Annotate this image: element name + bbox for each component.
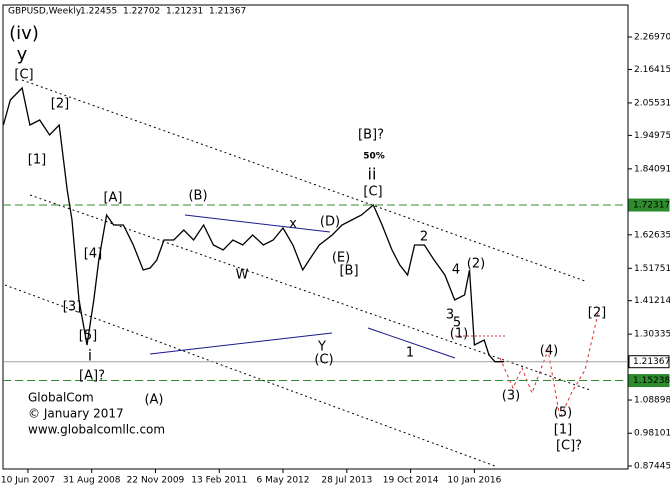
- channel-line: [29, 194, 591, 391]
- y-tick-label: 1.41214: [634, 296, 670, 306]
- wave-label: [4]: [84, 247, 102, 262]
- y-tick-label: 1.94975: [634, 131, 670, 141]
- wave-label: [1]: [554, 423, 572, 438]
- x-tick-label: 10 Jan 2016: [447, 476, 501, 486]
- wave-label: Y: [317, 340, 326, 355]
- wave-label: 4: [452, 263, 460, 278]
- wave-label: (iv): [9, 23, 39, 44]
- x-tick-label: 13 Feb 2011: [191, 476, 247, 486]
- x-tick-label: 10 Jun 2007: [1, 476, 55, 486]
- x-tick-label: 6 May 2012: [257, 476, 310, 486]
- x-tick-label: 31 Aug 2008: [63, 476, 121, 486]
- wave-label: [5]: [79, 329, 97, 344]
- channel-lines: [4, 79, 591, 467]
- wave-label: (A): [144, 393, 163, 408]
- wave-label: (1): [450, 327, 468, 342]
- price-line: [2, 86, 504, 363]
- watermark-text: © January 2017: [28, 407, 124, 421]
- wave-label: (D): [320, 215, 340, 230]
- trend-line: [367, 327, 456, 359]
- ohlc-value: 1.22702: [123, 7, 160, 17]
- wave-label: (3): [502, 389, 520, 404]
- symbol-title: GBPUSD,Weekly: [8, 7, 82, 17]
- wave-label: [C]: [14, 68, 33, 83]
- forecast-path: [499, 304, 601, 420]
- ohlc-value: 1.22455: [80, 7, 117, 17]
- level-label: 1.21367: [633, 357, 670, 367]
- y-tick-label: 1.84091: [634, 164, 670, 174]
- wave-label: [B]?: [358, 128, 384, 143]
- level-label: 1.72317: [633, 201, 670, 211]
- wave-label: (5): [554, 406, 572, 421]
- wave-label: (B): [188, 189, 207, 204]
- y-tick-label: 2.05531: [634, 98, 670, 108]
- wave-label: [2]: [588, 306, 606, 321]
- wave-label: 3: [446, 308, 454, 323]
- wave-label: x: [289, 217, 297, 232]
- wave-label: 2: [420, 230, 428, 245]
- channel-line: [21, 79, 586, 282]
- y-tick-label: 2.16415: [634, 65, 670, 75]
- wave-label: 5: [453, 316, 461, 331]
- wave-label: [C]: [363, 185, 382, 200]
- y-tick-label: 1.51751: [634, 264, 670, 274]
- wave-label: 50%: [363, 152, 385, 162]
- ohlc-value: 1.21367: [209, 7, 246, 17]
- wave-label: y: [17, 44, 28, 65]
- y-tick-label: 0.98101: [634, 429, 670, 439]
- level-label-box: [628, 374, 670, 388]
- wave-label: [B]: [339, 264, 358, 279]
- wave-label: W: [236, 268, 249, 283]
- x-tick-label: 28 Jul 2013: [321, 476, 372, 486]
- x-tick-label: 22 Nov 2009: [127, 476, 185, 486]
- wave-label: (E): [332, 251, 350, 266]
- y-tick-label: 0.87445: [634, 462, 670, 472]
- watermark-text: GlobalCom: [28, 391, 94, 405]
- y-tick-label: 1.08898: [634, 396, 670, 406]
- channel-line: [4, 284, 496, 467]
- watermark-text: www.globalcomllc.com: [28, 423, 165, 437]
- wave-label: [A]?: [79, 369, 105, 384]
- level-label-box: [628, 355, 670, 369]
- trend-lines: [149, 214, 456, 359]
- wave-label: i: [88, 347, 92, 365]
- wave-label: [C]?: [556, 439, 582, 454]
- wave-label: [2]: [51, 97, 69, 112]
- plot-frame: [2, 4, 629, 470]
- ohlc-value: 1.21231: [166, 7, 203, 17]
- wave-label: (C): [314, 353, 333, 368]
- y-tick-label: 2.26970: [634, 33, 670, 43]
- wave-label: (2): [467, 257, 485, 272]
- wave-label: (4): [540, 344, 558, 359]
- x-tick-label: 19 Oct 2014: [383, 476, 439, 486]
- wave-label: [1]: [28, 153, 46, 168]
- wave-label: [3]: [63, 300, 81, 315]
- wave-label: 1: [406, 346, 414, 361]
- trend-line: [184, 214, 331, 233]
- level-label-box: [628, 198, 670, 212]
- level-label: 1.15238: [633, 376, 670, 386]
- trend-line: [149, 332, 333, 355]
- wave-label: [A]: [103, 191, 122, 206]
- y-tick-label: 1.62635: [634, 230, 670, 240]
- y-tick-label: 1.30335: [634, 330, 670, 340]
- wave-label: ii: [368, 165, 377, 184]
